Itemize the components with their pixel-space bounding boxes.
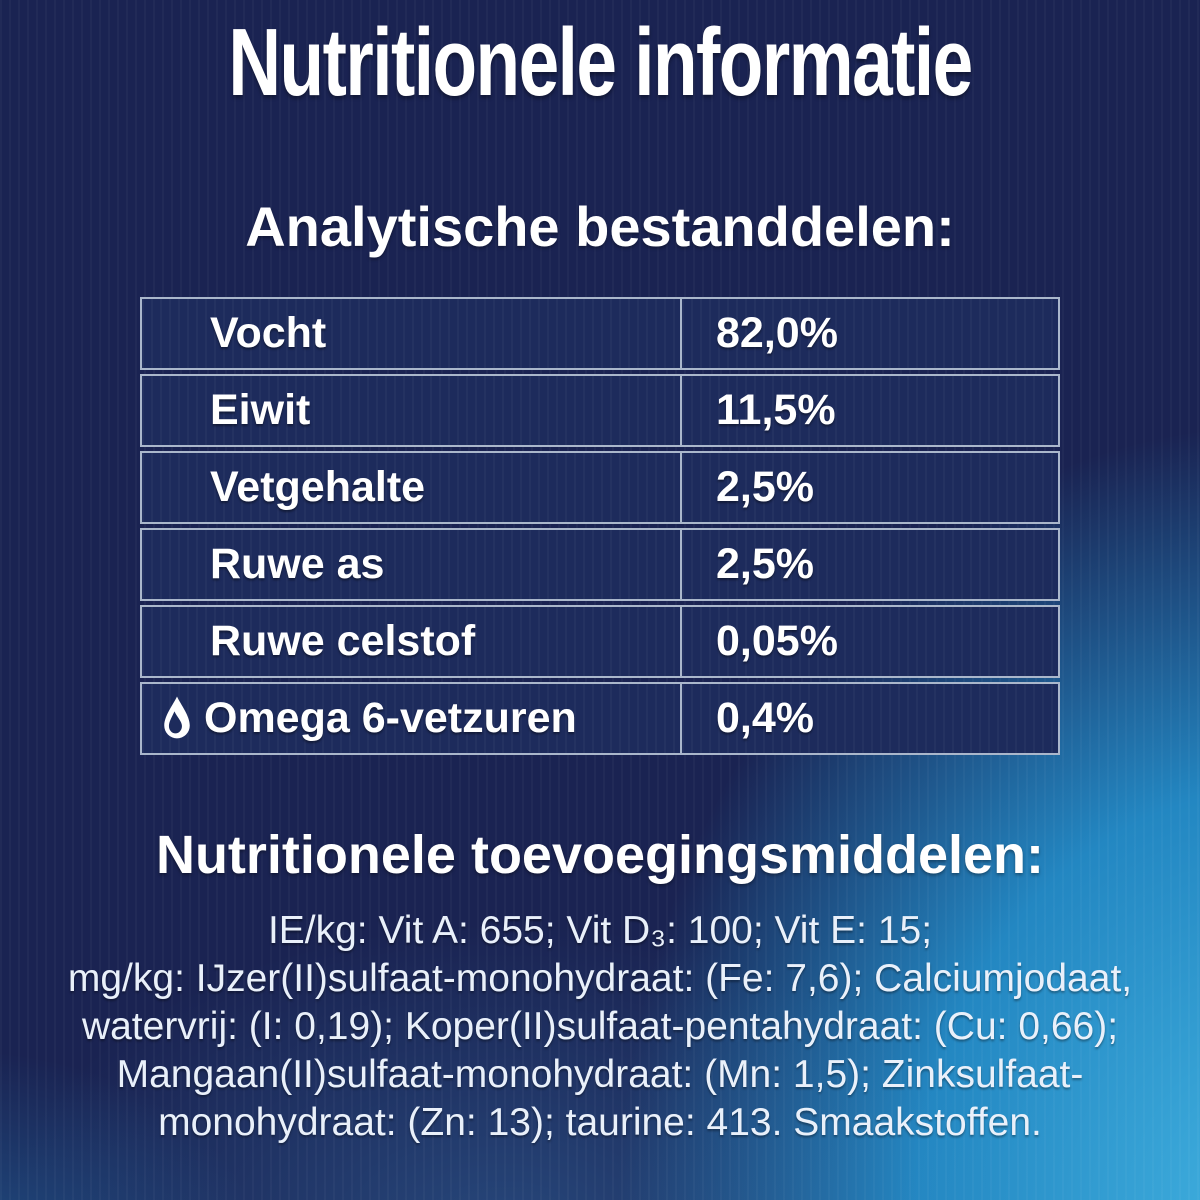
table-row: Eiwit 11,5% <box>140 373 1060 447</box>
row-value-cell: 82,0% <box>716 308 838 357</box>
row-label-cell: Omega 6-vetzuren <box>142 683 682 753</box>
row-value-cell: 2,5% <box>716 462 815 511</box>
row-label: Ruwe celstof <box>210 616 476 665</box>
additives-line: mg/kg: IJzer(II)sulfaat-monohydraat: (Fe… <box>67 957 1133 1001</box>
row-label-cell: Ruwe as <box>142 529 682 599</box>
row-label: Omega 6-vetzuren <box>204 693 577 742</box>
row-value-cell: 0,05% <box>716 616 838 665</box>
additives-heading: Nutritionele toevoegingsmiddelen: <box>155 824 1045 885</box>
analytical-heading: Analytische bestanddelen: <box>245 195 955 259</box>
table-row: Ruwe as 2,5% <box>140 527 1060 601</box>
row-label: Eiwit <box>210 385 311 434</box>
row-label: Vocht <box>210 308 327 357</box>
row-label-cell: Vocht <box>142 298 682 368</box>
table-row: Vetgehalte 2,5% <box>140 450 1060 524</box>
row-value-cell: 11,5% <box>716 385 836 434</box>
row-label-cell: Vetgehalte <box>142 452 682 522</box>
analytical-table: Vocht 82,0% Eiwit 11,5% Vetgehalte 2,5% … <box>140 296 1060 755</box>
row-label-cell: Eiwit <box>142 375 682 445</box>
page-title: Nutritionele informatie <box>0 0 1200 118</box>
additives-line: Mangaan(II)sulfaat-monohydraat: (Mn: 1,5… <box>116 1053 1084 1097</box>
page-title-text: Nutritionele informatie <box>228 9 973 116</box>
table-row: Ruwe celstof 0,05% <box>140 604 1060 678</box>
row-value-cell: 0,4% <box>716 693 815 742</box>
table-row: Vocht 82,0% <box>140 296 1060 370</box>
row-label: Ruwe as <box>210 539 385 588</box>
droplet-icon <box>164 696 190 738</box>
additives-text: IE/kg: Vit A: 655; Vit D₃: 100; Vit E: 1… <box>25 907 1175 1147</box>
row-label: Vetgehalte <box>210 462 426 511</box>
additives-line: IE/kg: Vit A: 655; Vit D₃: 100; Vit E: 1… <box>267 909 933 953</box>
row-value-cell: 2,5% <box>716 539 815 588</box>
table-row: Omega 6-vetzuren 0,4% <box>140 681 1060 755</box>
additives-line: monohydraat: (Zn: 13); taurine: 413. Sma… <box>158 1101 1042 1145</box>
additives-line: watervrij: (I: 0,19); Koper(II)sulfaat-p… <box>81 1005 1119 1049</box>
row-label-cell: Ruwe celstof <box>142 606 682 676</box>
